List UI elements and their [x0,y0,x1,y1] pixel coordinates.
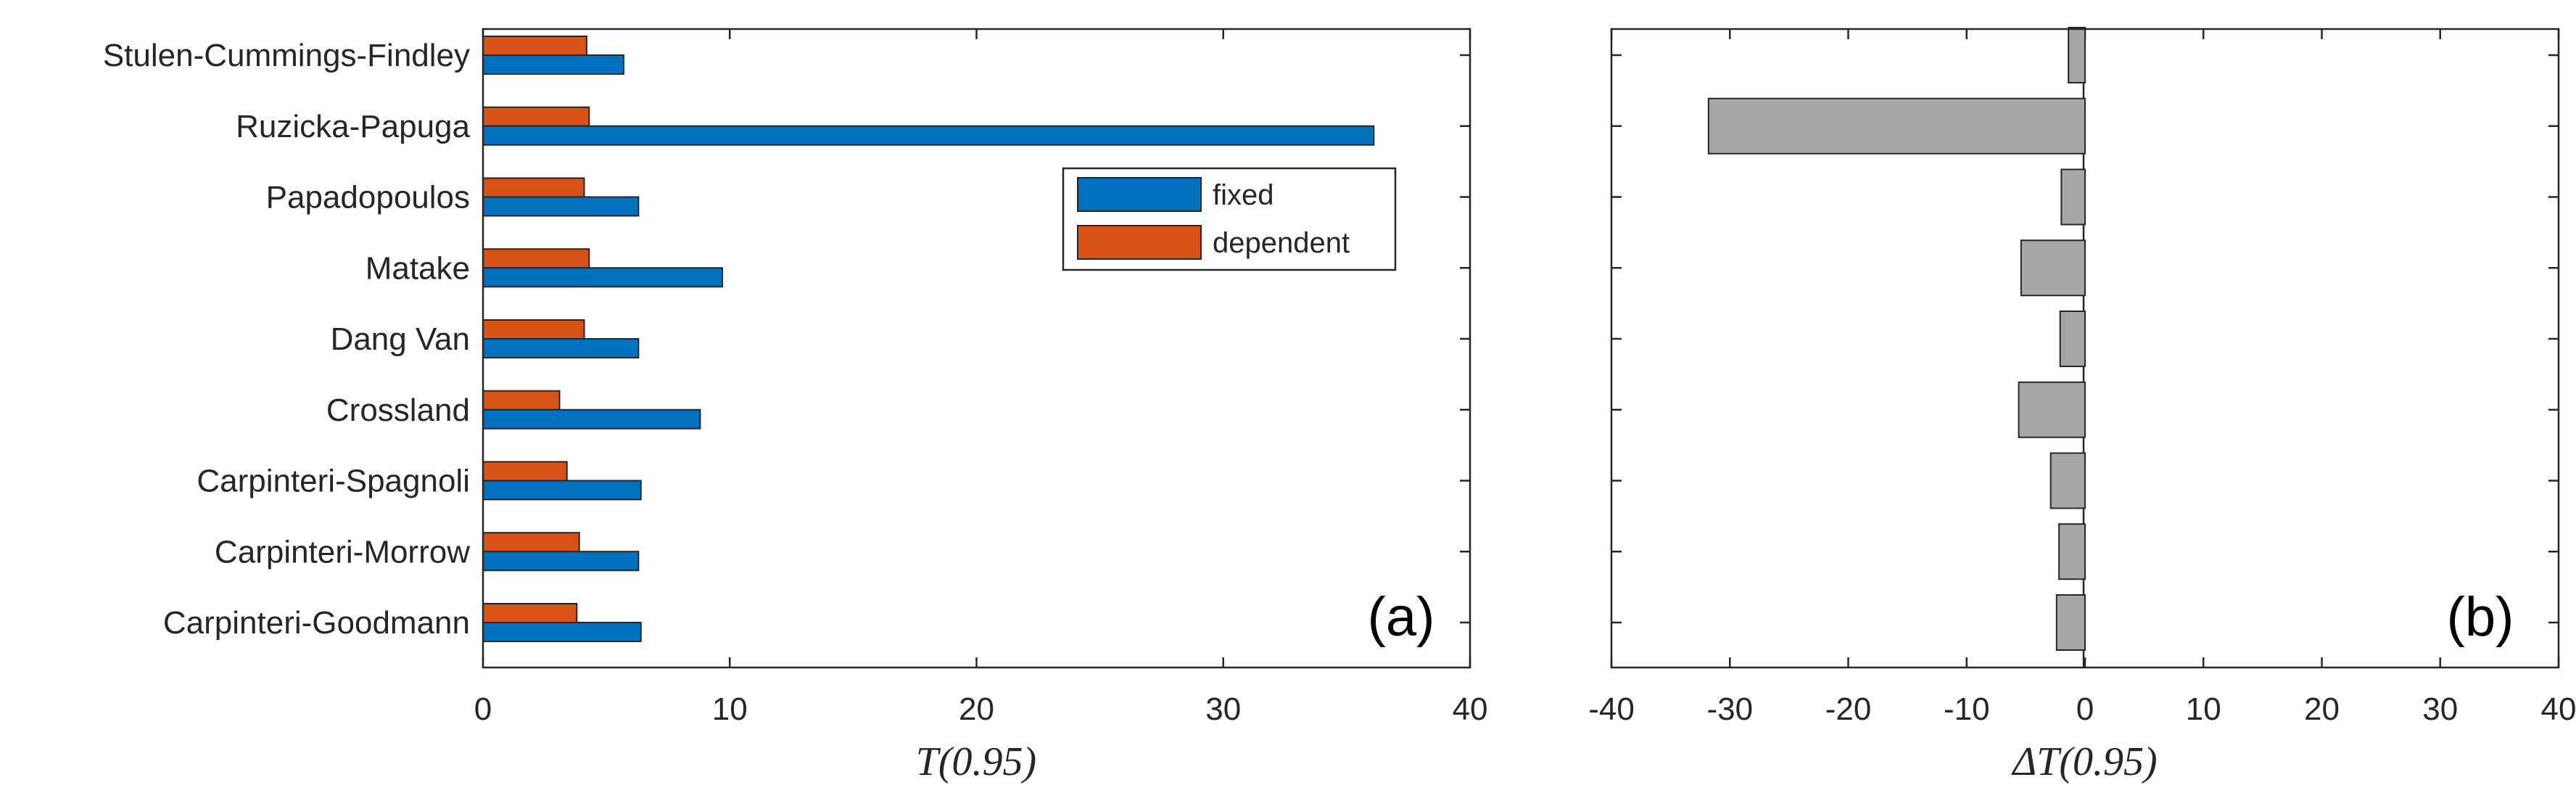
x-tick-label: 40 [1453,691,1488,727]
panel-a-category-labels: Stulen-Cummings-Findley Ruzicka-Papuga Pap… [103,38,471,641]
bar-delta-stulen-cummings-findley [2068,27,2086,83]
bar-dependent-carpinteri-spagnoli [482,461,568,482]
bar-fixed-stulen-cummings-findley [482,54,624,75]
bar-dependent-dang-van [482,319,585,340]
bar-fixed-papadopoulos [482,196,640,217]
panel-a-bars [482,36,1375,642]
bar-dependent-stulen-cummings-findley [482,36,587,56]
category-label: Papadopoulos [266,180,470,215]
bar-fixed-carpinteri-spagnoli [482,480,642,501]
panel-b: -40 -30 -20 -10 0 10 20 30 40 ΔT(0.95) (b) [1588,27,2576,784]
bar-dependent-carpinteri-goodmann [482,603,578,623]
bar-fixed-crossland [482,408,701,430]
legend-swatch-fixed [1077,177,1202,212]
bar-fixed-ruzicka-papuga [482,125,1375,146]
panel-a-x-axis-title: T(0.95) [916,739,1036,784]
x-tick-label: -40 [1588,691,1635,727]
x-tick-label: 40 [2541,691,2576,727]
bar-delta-carpinteri-spagnoli [2049,452,2086,509]
category-label: Matake [366,250,470,286]
x-tick-label: 20 [959,691,994,727]
panel-a-axes-frame [482,28,1471,669]
bar-dependent-carpinteri-morrow [482,532,580,553]
bar-delta-ruzicka-papuga [1707,97,2086,155]
x-tick-label: 30 [1205,691,1241,727]
bar-delta-dang-van [2059,311,2086,367]
bar-dependent-papadopoulos [482,177,585,198]
x-tick-label: -30 [1706,691,1753,727]
bar-fixed-matake [482,267,724,288]
bar-dependent-crossland [482,390,561,411]
bar-delta-carpinteri-goodmann [2055,594,2086,651]
panel-a-label: (a) [1368,586,1435,648]
bar-delta-papadopoulos [2060,168,2086,226]
category-label: Carpinteri-Goodmann [163,605,470,641]
bar-fixed-carpinteri-morrow [482,551,640,572]
x-tick-label: 10 [2186,691,2221,727]
bar-dependent-matake [482,248,590,269]
x-tick-label: 30 [2422,691,2458,727]
bar-dependent-ruzicka-papuga [482,106,590,127]
x-tick-label: -10 [1944,691,1990,727]
bar-delta-matake [2020,239,2086,297]
bar-delta-carpinteri-morrow [2058,523,2086,580]
x-tick-label: 0 [474,691,492,727]
panel-b-bars [1707,27,2086,651]
legend-swatch-dependent [1077,225,1202,260]
category-label: Stulen-Cummings-Findley [103,38,470,73]
bar-fixed-carpinteri-goodmann [482,622,642,642]
panel-a: Stulen-Cummings-Findley Ruzicka-Papuga Pap… [103,28,1488,784]
panel-b-x-axis-title: ΔT(0.95) [2011,739,2157,784]
x-tick-label: 0 [2076,691,2094,727]
bar-delta-crossland [2018,381,2086,438]
category-label: Carpinteri-Morrow [215,534,470,570]
bar-fixed-dang-van [482,338,640,358]
panel-b-label: (b) [2447,586,2514,648]
panel-a-x-tick-labels: 0 10 20 30 40 [474,691,1488,727]
legend-label-fixed: fixed [1213,179,1274,211]
category-label: Crossland [326,393,470,428]
category-label: Carpinteri-Spagnoli [197,464,470,499]
x-tick-label: -20 [1825,691,1872,727]
panel-b-axes-frame [1610,28,2560,669]
legend: fixed dependent [1062,167,1397,271]
panel-b-x-tick-labels: -40 -30 -20 -10 0 10 20 30 40 [1588,691,2576,727]
x-tick-label: 20 [2304,691,2340,727]
x-tick-label: 10 [712,691,748,727]
legend-label-dependent: dependent [1213,227,1350,259]
category-label: Ruzicka-Papuga [236,109,470,144]
category-label: Dang Van [331,321,470,357]
